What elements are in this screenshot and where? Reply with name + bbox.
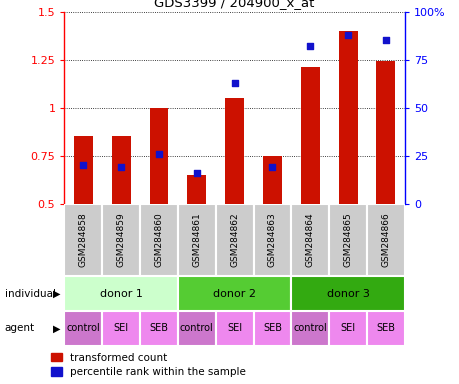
- Text: ▶: ▶: [53, 323, 60, 333]
- Text: GSM284865: GSM284865: [343, 213, 352, 267]
- Text: SEI: SEI: [227, 323, 241, 333]
- Bar: [291, 204, 329, 276]
- Bar: [329, 204, 366, 276]
- Bar: [291, 311, 329, 346]
- Text: GSM284866: GSM284866: [381, 213, 390, 267]
- Bar: [102, 204, 140, 276]
- Bar: [263, 156, 281, 204]
- Text: GSM284862: GSM284862: [230, 213, 239, 267]
- Text: GSM284860: GSM284860: [154, 213, 163, 267]
- Text: donor 2: donor 2: [213, 289, 256, 299]
- Bar: [178, 204, 215, 276]
- Text: SEB: SEB: [375, 323, 395, 333]
- Text: donor 1: donor 1: [100, 289, 142, 299]
- Bar: [64, 311, 102, 346]
- Bar: [253, 311, 291, 346]
- Point: [268, 164, 275, 170]
- Text: ▶: ▶: [53, 289, 60, 299]
- Bar: [253, 204, 291, 276]
- Bar: [102, 311, 140, 346]
- Text: GSM284859: GSM284859: [117, 213, 125, 267]
- Bar: [338, 31, 357, 204]
- Bar: [215, 204, 253, 276]
- Point: [79, 162, 87, 168]
- Bar: [74, 136, 93, 204]
- Text: agent: agent: [5, 323, 34, 333]
- Bar: [149, 108, 168, 204]
- Bar: [140, 311, 178, 346]
- Text: GSM284864: GSM284864: [305, 213, 314, 267]
- Point: [344, 31, 351, 38]
- Bar: [375, 61, 394, 204]
- Title: GDS3399 / 204900_x_at: GDS3399 / 204900_x_at: [154, 0, 314, 9]
- Point: [230, 79, 238, 86]
- Bar: [300, 67, 319, 204]
- Text: SEB: SEB: [263, 323, 281, 333]
- Text: individual: individual: [5, 289, 56, 299]
- Point: [193, 170, 200, 176]
- Text: control: control: [179, 323, 213, 333]
- Bar: [64, 204, 102, 276]
- Bar: [224, 98, 244, 204]
- Text: GSM284858: GSM284858: [78, 213, 88, 267]
- Bar: [64, 276, 178, 311]
- Point: [155, 151, 162, 157]
- Text: GSM284863: GSM284863: [267, 213, 276, 267]
- Bar: [178, 311, 215, 346]
- Bar: [215, 311, 253, 346]
- Point: [306, 43, 313, 49]
- Bar: [329, 311, 366, 346]
- Point: [117, 164, 124, 170]
- Text: SEI: SEI: [113, 323, 129, 333]
- Text: control: control: [66, 323, 100, 333]
- Bar: [140, 204, 178, 276]
- Text: SEB: SEB: [149, 323, 168, 333]
- Bar: [366, 204, 404, 276]
- Point: [381, 37, 389, 43]
- Text: control: control: [293, 323, 326, 333]
- Text: SEI: SEI: [340, 323, 355, 333]
- Bar: [366, 311, 404, 346]
- Bar: [187, 175, 206, 204]
- Bar: [291, 276, 404, 311]
- Text: GSM284861: GSM284861: [192, 213, 201, 267]
- Text: donor 3: donor 3: [326, 289, 369, 299]
- Bar: [112, 136, 130, 204]
- Legend: transformed count, percentile rank within the sample: transformed count, percentile rank withi…: [51, 353, 245, 377]
- Bar: [178, 276, 291, 311]
